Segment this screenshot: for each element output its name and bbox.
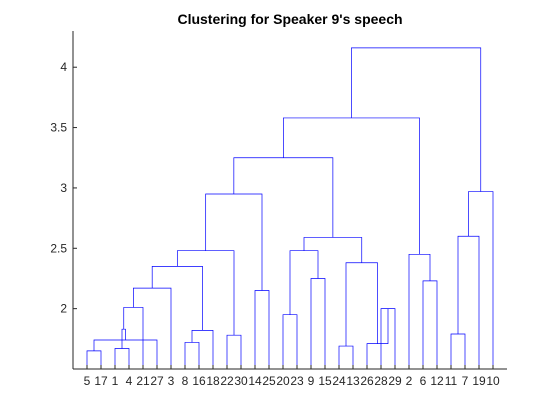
x-tick-label: 19: [472, 374, 486, 388]
dendrogram-link-8: [191, 330, 214, 369]
x-tick-label: 27: [150, 374, 164, 388]
dendrogram-link-23: [422, 280, 438, 369]
dendrogram-link-20: [345, 262, 378, 347]
dendrogram-link-25: [283, 117, 420, 255]
x-tick-label: 2: [406, 374, 413, 388]
x-tick-label: 9: [308, 374, 315, 388]
x-tick-label: 20: [276, 374, 290, 388]
dendrogram-link-15: [310, 278, 326, 369]
dendrogram-link-6: [133, 287, 172, 369]
dendrogram-link-17: [338, 345, 354, 369]
y-tick-label: 2: [60, 302, 67, 316]
dendrogram-link-28: [468, 191, 494, 369]
x-tick-label: 7: [462, 374, 469, 388]
x-tick-label: 24: [332, 374, 346, 388]
dendrogram-link-27: [457, 235, 480, 369]
chart-title: Clustering for Speaker 9's speech: [177, 11, 402, 27]
x-tick-label: 16: [192, 374, 206, 388]
x-tick-label: 10: [486, 374, 500, 388]
x-tick-label: 4: [126, 374, 133, 388]
x-tick-label: 3: [168, 374, 175, 388]
x-tick-label: 29: [388, 374, 402, 388]
dendrogram-link-21: [303, 237, 363, 263]
dendrogram-link-7: [184, 342, 200, 369]
dendrogram-link-24: [408, 253, 431, 369]
x-axis-ticks: 5 17 1 4 21 27 3 8 16 18 22 30 14 25 20 23 9 15 24 13 26 28 29…: [84, 365, 500, 388]
x-tick-label: 21: [136, 374, 150, 388]
dendrogram-link-11: [176, 250, 235, 336]
dendrogram-link-26: [450, 333, 466, 369]
x-tick-label: 12: [430, 374, 444, 388]
dendrogram-link-14: [282, 314, 298, 369]
dendrogram-link-10: [226, 334, 242, 369]
dendrogram-link-1: [86, 350, 102, 369]
y-tick-label: 3.5: [50, 121, 67, 135]
x-tick-label: 30: [234, 374, 248, 388]
y-axis-ticks: 2 2.5 3 3.5 4: [50, 60, 77, 316]
x-tick-label: 13: [346, 374, 360, 388]
x-tick-label: 15: [318, 374, 332, 388]
x-tick-label: 8: [182, 374, 189, 388]
dendrogram-link-5: [123, 307, 144, 369]
x-tick-label: 23: [290, 374, 304, 388]
dendrogram-link-2: [114, 348, 130, 369]
dendrogram-link-29: [351, 47, 482, 192]
x-tick-label: 5: [84, 374, 91, 388]
dendrogram-link-12: [254, 290, 270, 369]
x-tick-label: 18: [206, 374, 220, 388]
x-tick-label: 28: [374, 374, 388, 388]
y-tick-label: 2.5: [50, 241, 67, 255]
x-tick-label: 17: [94, 374, 108, 388]
x-tick-label: 6: [420, 374, 427, 388]
dendrogram-link-22: [233, 157, 334, 238]
dendrogram-link-3: [93, 339, 158, 369]
x-tick-label: 25: [262, 374, 276, 388]
x-tick-label: 11: [445, 374, 458, 388]
dendrogram-link-9: [151, 266, 203, 331]
dendrogram-link-16: [289, 250, 319, 315]
y-tick-label: 4: [60, 60, 67, 74]
dendrogram-link-4: [121, 328, 126, 349]
x-tick-label: 26: [360, 374, 374, 388]
dendrogram-links: [86, 47, 494, 369]
x-tick-label: 22: [220, 374, 234, 388]
y-tick-label: 3: [60, 181, 67, 195]
x-tick-label: 1: [112, 374, 119, 388]
x-tick-label: 14: [248, 374, 262, 388]
